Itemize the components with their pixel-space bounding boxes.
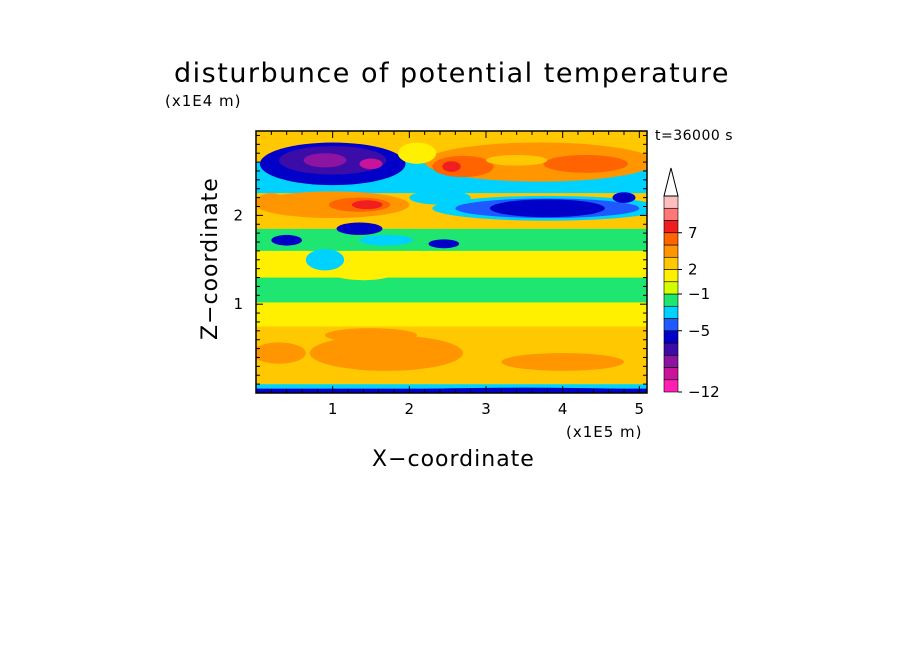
colorbar-segment: [663, 281, 679, 295]
contour-region: [501, 353, 624, 371]
contour-region: [325, 328, 417, 343]
plot-border: [255, 130, 648, 394]
colorbar-segment: [663, 220, 679, 234]
colorbar-segment: [663, 305, 679, 319]
x-tick-label: 1: [328, 400, 338, 418]
colorbar-segment: [663, 256, 679, 270]
y-axis-label: Z−coordinate: [198, 177, 223, 340]
contour-region: [397, 142, 437, 164]
contour-region: [256, 193, 287, 211]
colorbar-segment: [663, 269, 679, 283]
x-tick-label: 3: [481, 400, 491, 418]
colorbar-segment: [663, 379, 679, 393]
contour-region: [462, 235, 586, 245]
contour-region: [271, 234, 302, 246]
colorbar-segment: [663, 318, 679, 332]
contour-region: [489, 199, 605, 218]
plot-frame: [255, 130, 648, 394]
colorbar-segment: [663, 342, 679, 356]
colorbar-segment: [663, 367, 679, 381]
colorbar-segment: [663, 195, 679, 209]
contour-region: [359, 234, 414, 246]
colorbar-label: −1: [688, 285, 710, 303]
field-band: [256, 384, 647, 389]
contour-region: [305, 249, 345, 271]
contour-region: [543, 154, 628, 173]
contour-region: [351, 200, 383, 210]
contour-field: [256, 131, 647, 393]
contour-region: [428, 239, 460, 249]
colorbar-segment: [663, 330, 679, 344]
y-tick-label: 1: [233, 295, 243, 313]
colorbar-segment: [663, 244, 679, 258]
contour-region: [442, 161, 461, 172]
colorbar-label: −5: [688, 322, 710, 340]
x-tick-label: 2: [405, 400, 415, 418]
colorbar-extend-arrow: [663, 167, 679, 197]
colorbar-segment: [663, 354, 679, 368]
colorbar-segment: [663, 207, 679, 221]
colorbar-label: 2: [688, 261, 698, 279]
y-tick-label: 2: [233, 206, 243, 224]
contour-region: [432, 155, 494, 178]
contour-region: [417, 258, 509, 270]
axis-ticks: 1 2 3 4 5 1 2: [233, 131, 647, 418]
x-tick-label: 5: [635, 400, 645, 418]
colorbar: 7 2 −1 −5 −12: [663, 167, 720, 401]
colorbar-label: −12: [688, 383, 720, 401]
contour-region: [486, 154, 548, 166]
field-band: [256, 277, 647, 303]
contour-region: [309, 335, 463, 371]
x-axis-unit: (x1E5 m): [566, 423, 643, 441]
contour-region: [359, 158, 383, 170]
contour-region: [332, 265, 395, 281]
contour-region: [336, 222, 383, 235]
y-axis-label-wrap: Z−coordinate: [198, 177, 223, 341]
colorbar-segment: [663, 232, 679, 246]
colorbar-label: 7: [688, 224, 698, 242]
y-axis-unit: (x1E4 m): [165, 92, 242, 110]
x-tick-label: 4: [558, 400, 568, 418]
contour-region: [303, 153, 347, 168]
x-axis-label: X−coordinate: [372, 447, 535, 472]
chart-title: disturbunce of potential temperature: [174, 58, 730, 89]
field-band: [256, 302, 647, 327]
contour-region: [612, 192, 636, 203]
colorbar-segment: [663, 293, 679, 307]
contour-region: [256, 342, 306, 364]
time-label: t=36000 s: [655, 128, 733, 144]
contour-region: [394, 387, 647, 393]
